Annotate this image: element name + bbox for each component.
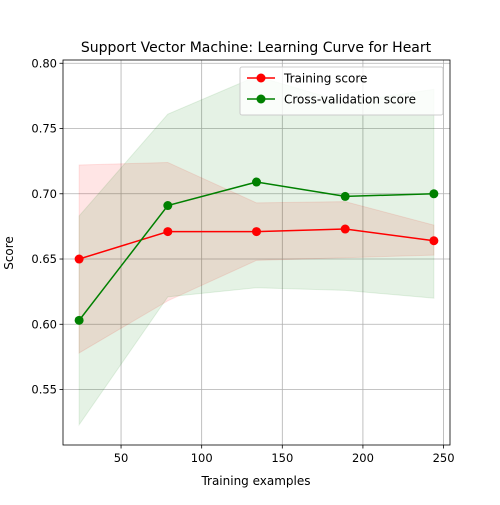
cross-validation-score-point [252, 177, 261, 187]
x-tick-label: 250 [433, 451, 455, 465]
legend: Training score Cross-validation score [239, 66, 444, 116]
training-score-point [74, 254, 84, 264]
y-tick-label: 0.55 [31, 383, 57, 397]
y-tick-label: 0.60 [31, 317, 57, 331]
x-axis-label: Training examples [200, 474, 310, 488]
grid-lines [63, 60, 450, 445]
y-axis-ticks: 0.55 0.60 0.65 0.70 0.75 0.80 [31, 56, 63, 397]
x-tick-label: 150 [271, 451, 293, 465]
training-score-point [429, 236, 439, 246]
cross-validation-score-point [163, 201, 173, 211]
plot-frame [62, 59, 451, 446]
y-tick-label: 0.75 [31, 122, 57, 136]
series-markers [74, 177, 439, 325]
cross-validation-score-point [74, 315, 84, 325]
plot-area [63, 60, 450, 445]
y-tick-label: 0.80 [31, 56, 57, 70]
legend-cv-label: Cross-validation score [284, 93, 416, 107]
training-score-point [252, 227, 261, 237]
x-tick-label: 200 [352, 451, 374, 465]
legend-cv-marker [256, 94, 266, 104]
training-score-point [340, 224, 350, 234]
chart-title: Support Vector Machine: Learning Curve f… [81, 40, 432, 56]
cross-validation-score-point [340, 191, 350, 201]
y-tick-label: 0.65 [31, 252, 57, 266]
cross-validation-score-point [429, 189, 439, 199]
x-axis-ticks: 50 100 150 200 250 [114, 445, 455, 465]
x-tick-label: 50 [114, 451, 129, 465]
y-axis-label: Score [2, 236, 16, 270]
legend-training-label: Training score [283, 72, 367, 86]
y-tick-label: 0.70 [31, 187, 57, 201]
cross-validation-score-band [78, 75, 435, 427]
training-score-point [163, 227, 173, 237]
legend-box [239, 66, 444, 116]
x-tick-label: 100 [191, 451, 213, 465]
legend-training-marker [256, 73, 266, 83]
